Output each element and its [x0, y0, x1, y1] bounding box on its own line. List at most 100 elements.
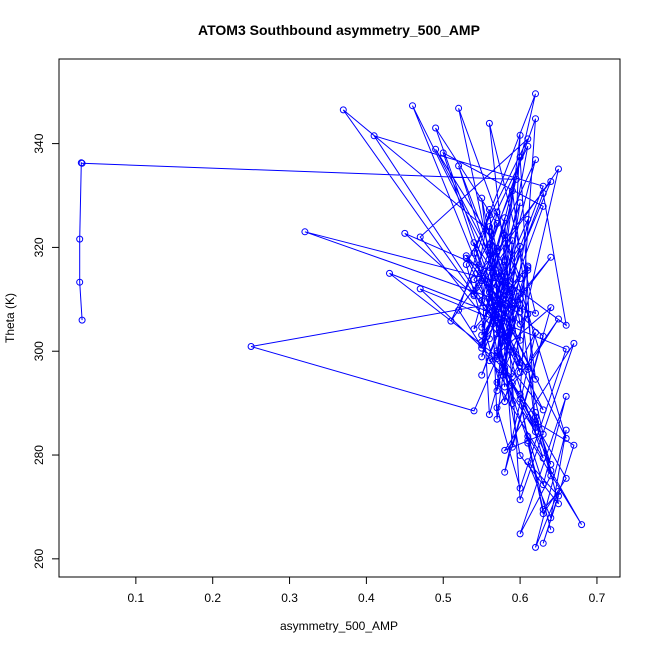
data-point	[524, 135, 532, 143]
data-point	[455, 306, 463, 314]
data-point	[478, 338, 486, 346]
data-point	[547, 304, 555, 312]
data-point	[547, 472, 555, 480]
data-point	[493, 319, 501, 327]
data-point	[439, 149, 447, 157]
data-point	[478, 277, 486, 285]
data-point	[508, 299, 516, 307]
data-point	[524, 458, 532, 466]
data-point	[501, 398, 509, 406]
data-point	[532, 115, 539, 123]
data-point	[539, 506, 547, 513]
data-point	[416, 233, 424, 241]
data-point	[501, 214, 509, 222]
data-point	[562, 321, 570, 329]
data-point	[562, 426, 570, 434]
data-point	[485, 335, 493, 343]
x-axis-label: asymmetry_500_AMP	[280, 619, 398, 633]
data-point	[508, 379, 516, 387]
data-point	[501, 232, 509, 239]
series-layer	[76, 90, 586, 551]
data-point	[501, 468, 509, 476]
data-point	[562, 474, 570, 482]
data-point	[485, 119, 493, 127]
data-point	[508, 327, 516, 335]
data-point	[386, 269, 393, 277]
data-point	[301, 228, 309, 236]
data-point	[516, 362, 524, 370]
data-point	[76, 278, 84, 286]
data-point	[493, 387, 501, 395]
data-point	[485, 306, 493, 314]
data-point	[516, 131, 524, 139]
data-point	[539, 430, 547, 438]
data-point	[508, 302, 516, 310]
data-point	[485, 293, 493, 301]
data-point	[508, 187, 516, 195]
data-point	[478, 323, 486, 331]
data-point	[532, 90, 539, 98]
data-point	[539, 539, 547, 547]
data-point	[539, 481, 547, 489]
data-point	[497, 305, 505, 313]
data-point	[501, 446, 509, 454]
data-point	[532, 375, 539, 383]
chart-title: ATOM3 Southbound asymmetry_500_AMP	[198, 22, 480, 38]
data-point	[524, 437, 532, 444]
data-point	[524, 266, 532, 274]
data-point	[555, 315, 562, 323]
data-point	[555, 165, 562, 173]
x-axis: 0.1 0.2 0.3 0.4 0.5 0.6 0.7	[128, 576, 606, 605]
x-tick-label: 0.6	[512, 591, 529, 605]
data-point	[524, 310, 532, 318]
data-point	[524, 262, 532, 270]
data-point	[485, 288, 493, 296]
data-point	[485, 223, 493, 231]
y-tick-label: 340	[32, 133, 46, 153]
data-point	[524, 142, 532, 150]
data-point	[516, 320, 524, 328]
data-point	[555, 500, 562, 508]
x-tick-label: 0.2	[204, 591, 221, 605]
data-point	[432, 124, 440, 132]
data-point	[539, 454, 547, 462]
data-point	[539, 406, 547, 414]
data-point	[524, 363, 532, 371]
data-point	[447, 317, 455, 325]
data-point	[501, 272, 509, 280]
data-point	[516, 359, 524, 367]
data-point	[524, 439, 532, 447]
data-point	[508, 373, 516, 381]
data-point	[547, 178, 555, 185]
data-point	[501, 333, 509, 341]
data-point	[76, 235, 84, 243]
data-point	[532, 156, 539, 164]
data-point	[524, 432, 532, 440]
data-point	[516, 308, 524, 316]
data-point	[555, 487, 562, 495]
x-tick-label: 0.5	[435, 591, 452, 605]
data-point	[524, 215, 532, 223]
data-point	[409, 102, 416, 110]
data-point	[501, 256, 509, 264]
data-point	[493, 244, 501, 252]
data-point	[516, 496, 524, 504]
data-point	[493, 330, 501, 338]
x-tick-label: 0.3	[281, 591, 298, 605]
y-tick-label: 260	[32, 549, 46, 569]
data-point	[516, 336, 524, 344]
data-point	[493, 352, 501, 360]
data-point	[532, 409, 539, 416]
data-point	[570, 339, 578, 347]
data-point	[470, 239, 478, 247]
data-point	[516, 295, 524, 303]
data-point	[508, 400, 516, 408]
data-point	[501, 383, 509, 391]
data-point	[508, 348, 516, 356]
data-point	[516, 452, 524, 459]
data-point	[478, 353, 486, 361]
data-point	[501, 337, 509, 345]
data-point	[532, 413, 539, 421]
data-point	[501, 366, 509, 374]
data-point	[432, 145, 440, 153]
